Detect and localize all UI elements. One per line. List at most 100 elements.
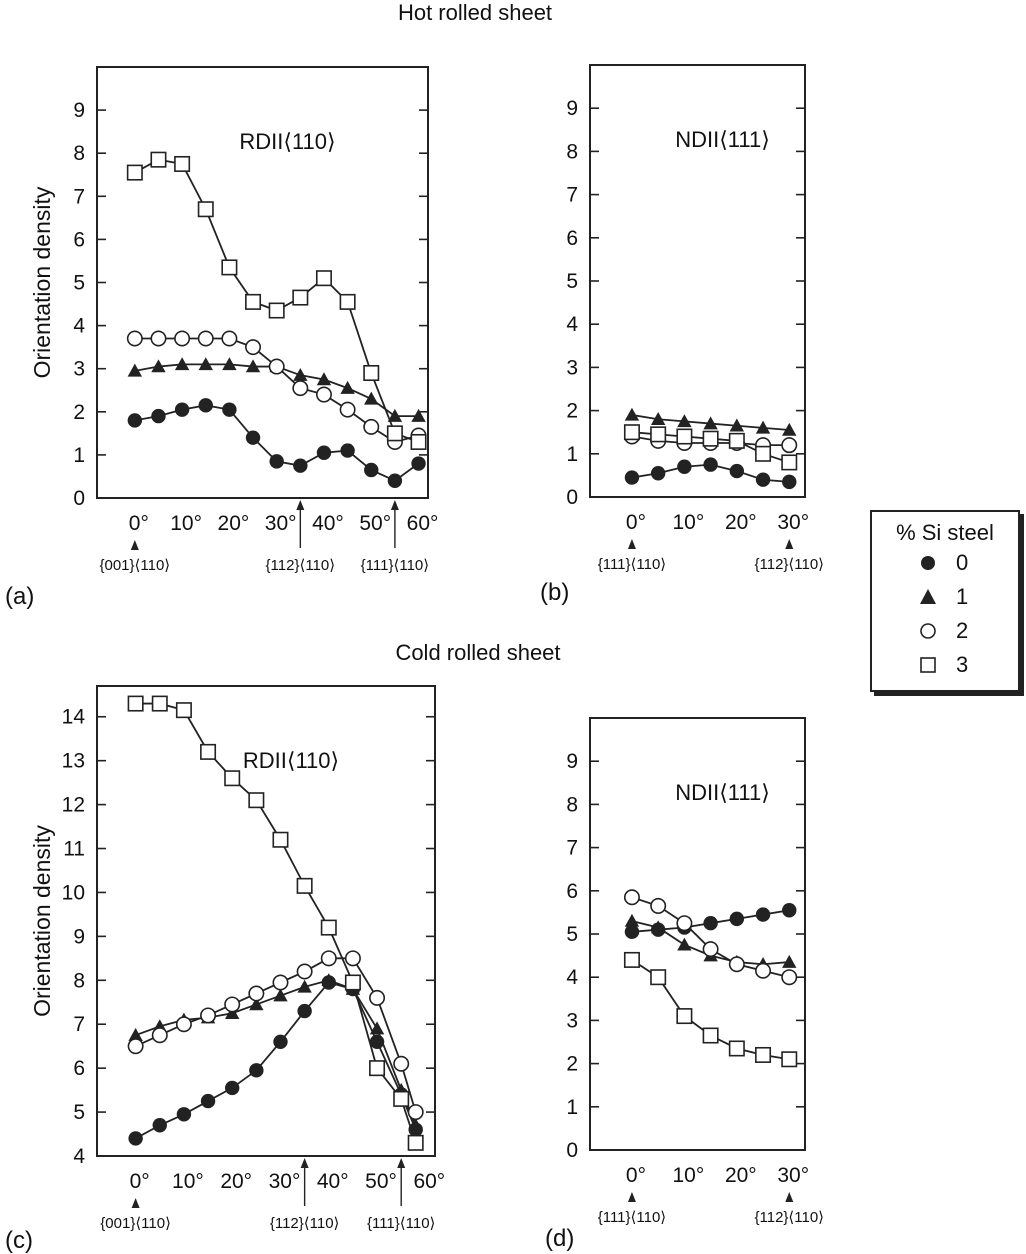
- y-axis-label: Orientation density: [29, 186, 55, 378]
- point-open-circle: [221, 330, 238, 347]
- y-tick-label: 4: [566, 966, 578, 989]
- annotation-arrow-head: [397, 1158, 406, 1168]
- x-tick-label: 20°: [725, 1164, 757, 1187]
- point-open-square: [197, 201, 214, 218]
- point-filled-circle: [176, 1107, 192, 1122]
- point-filled-circle: [411, 456, 426, 471]
- x-tick-label: 60°: [413, 1170, 445, 1193]
- legend-item-1: 1: [872, 580, 1018, 614]
- y-tick-label: 6: [73, 228, 85, 251]
- point-filled-triangle: [174, 357, 190, 371]
- point-filled-circle: [624, 924, 640, 940]
- y-tick-label: 2: [73, 401, 85, 424]
- panel-c-chart: 4 5 6 7 8 9 10 11 12 13 14 0° 10° 20° 30° 40° 50° 60° RDII…: [29, 685, 445, 1232]
- point-filled-circle: [151, 408, 166, 424]
- point-open-square: [407, 1134, 424, 1151]
- y-tick-label: 3: [566, 1009, 578, 1032]
- point-open-square: [126, 164, 143, 181]
- annotation-label: {111}⟨110⟩: [367, 1215, 435, 1232]
- point-open-square: [174, 155, 191, 172]
- y-tick-label: 9: [73, 925, 85, 948]
- point-open-square: [363, 365, 380, 382]
- point-filled-triangle: [321, 973, 336, 987]
- point-open-square: [676, 428, 693, 445]
- legend-label: 3: [956, 652, 969, 677]
- point-filled-circle: [387, 473, 403, 488]
- point-filled-triangle: [729, 418, 745, 432]
- y-tick-label: 5: [566, 270, 578, 293]
- y-tick-label: 4: [73, 315, 85, 338]
- point-open-circle: [245, 339, 262, 356]
- annotation-arrow-head: [627, 1192, 636, 1202]
- point-filled-triangle: [127, 363, 143, 377]
- annotation-arrow-head: [300, 1158, 309, 1168]
- point-filled-triangle: [650, 412, 666, 425]
- point-filled-circle: [198, 398, 213, 413]
- point-filled-triangle: [249, 997, 264, 1011]
- point-open-circle: [272, 974, 289, 991]
- point-open-square: [702, 1027, 719, 1044]
- x-tick-label: 30°: [269, 1170, 301, 1193]
- point-filled-triangle: [782, 422, 797, 436]
- y-tick-label: 1: [566, 1096, 578, 1119]
- point-filled-circle: [782, 903, 797, 918]
- point-open-circle: [623, 889, 640, 906]
- point-open-circle: [728, 956, 745, 973]
- point-open-circle: [126, 330, 143, 347]
- y-tick-label: 1: [73, 444, 85, 467]
- point-open-circle: [650, 897, 667, 914]
- point-open-circle: [248, 985, 265, 1002]
- y-tick-label: 3: [73, 358, 85, 381]
- point-open-circle: [755, 962, 772, 979]
- legend: % Si steel 0 1 2 3: [870, 510, 1020, 692]
- point-open-square: [650, 969, 667, 986]
- point-open-square: [268, 302, 285, 319]
- y-tick-label: 6: [566, 880, 578, 903]
- y-tick-label: 2: [566, 1053, 578, 1076]
- point-open-square: [296, 877, 313, 894]
- panel-title: RDII⟨110⟩: [239, 129, 335, 154]
- point-open-circle: [268, 358, 285, 375]
- point-open-square: [315, 270, 332, 287]
- point-filled-triangle: [677, 414, 692, 428]
- annotation-label: {111}⟨110⟩: [361, 557, 429, 574]
- point-open-square: [344, 974, 361, 991]
- point-filled-circle: [152, 1118, 167, 1133]
- point-filled-triangle: [273, 988, 288, 1002]
- x-tick-label: 10°: [673, 511, 705, 534]
- heading-hot-rolled: Hot rolled sheet: [398, 0, 552, 25]
- series-line-3: [134, 158, 419, 443]
- x-tick-label: 30°: [777, 511, 809, 534]
- y-tick-label: 10: [62, 881, 85, 904]
- legend-item-3: 3: [872, 648, 1018, 682]
- annotation-arrow-head: [785, 539, 794, 549]
- point-filled-triangle: [387, 408, 403, 422]
- point-filled-circle: [273, 1034, 288, 1049]
- point-open-circle: [344, 950, 361, 967]
- y-tick-label: 8: [73, 969, 85, 992]
- filled-circle-icon: [914, 554, 942, 572]
- panel-a-chart: 0 1 2 3 4 5 6 7 8 9 0° 10° 20° 30° 40° 50° 60° RDII⟨110⟩ O…: [29, 66, 438, 574]
- point-open-square: [386, 425, 403, 442]
- panel-b-chart: 0 1 2 3 4 5 6 7 8 9 0° 10° 20° 30° NDII⟨111⟩ {111}⟨110⟩…: [566, 64, 824, 573]
- point-filled-circle: [249, 1063, 264, 1078]
- y-tick-label: 9: [566, 97, 578, 120]
- point-open-circle: [200, 1007, 217, 1024]
- point-open-circle: [315, 386, 332, 403]
- annotation-label: {112}⟨110⟩: [754, 556, 824, 573]
- point-open-square: [781, 454, 798, 471]
- point-open-square: [339, 293, 356, 310]
- point-open-square: [728, 432, 745, 449]
- point-open-square: [127, 695, 144, 712]
- y-tick-label: 9: [73, 99, 85, 122]
- point-filled-triangle: [293, 367, 308, 381]
- point-filled-triangle: [624, 913, 640, 927]
- point-open-circle: [292, 380, 309, 397]
- panel-title: NDII⟨111⟩: [675, 780, 770, 805]
- point-filled-circle: [340, 443, 355, 458]
- point-open-square: [755, 445, 772, 462]
- point-filled-circle: [677, 459, 692, 474]
- y-tick-label: 14: [62, 706, 86, 729]
- point-filled-circle: [650, 466, 666, 481]
